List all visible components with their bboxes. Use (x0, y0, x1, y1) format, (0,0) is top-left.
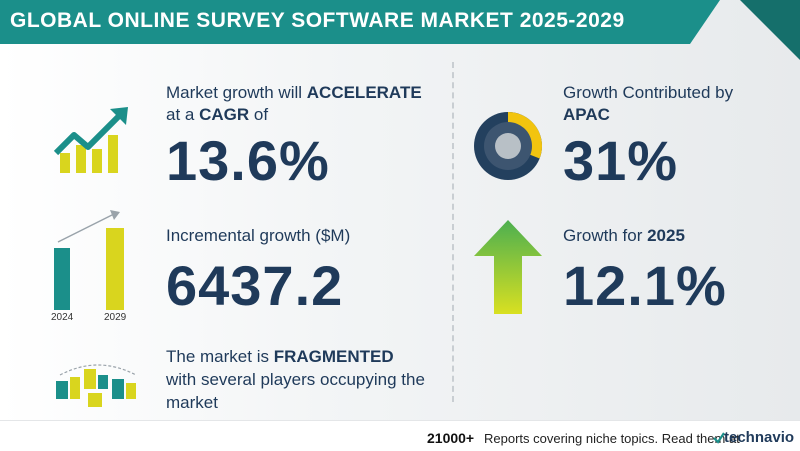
cagr-value: 13.6% (166, 129, 330, 192)
market-line-2: with several players occupying the (166, 370, 425, 389)
incremental-value: 6437.2 (166, 254, 344, 317)
cagr-line-2: at a CAGR of (166, 104, 268, 126)
technavio-check-icon (713, 432, 725, 444)
title-banner (0, 0, 690, 44)
fragmented-market-icon (56, 364, 137, 407)
cagr-line-1: Market growth will ACCELERATE (166, 82, 422, 104)
page-title: GLOBAL ONLINE SURVEY SOFTWARE MARKET 202… (10, 9, 625, 32)
footer-bar (0, 420, 800, 451)
cagr-label: CAGR (199, 105, 250, 124)
yoy-value: 12.1% (563, 254, 727, 317)
column-divider (452, 62, 454, 402)
yoy-year: 2025 (647, 226, 685, 245)
footer-report-count: 21000+ (427, 430, 475, 446)
market-line-1: The market is FRAGMENTED (166, 346, 394, 368)
region-value: 31% (563, 129, 679, 192)
region-donut-icon (474, 112, 542, 180)
cagr-line-2-suffix: of (249, 105, 269, 124)
region-label: Growth Contributed by (563, 83, 734, 102)
technavio-link[interactable]: technavio (724, 429, 794, 446)
yoy-label: Growth for 2025 (563, 225, 685, 247)
yoy-label-text: Growth for (563, 226, 648, 245)
cagr-accelerate-label: ACCELERATE (306, 83, 422, 102)
year-start-label: 2024 (51, 312, 74, 323)
technavio-brand-text: technavio (724, 429, 795, 446)
market-fragmented-label: FRAGMENTED (273, 347, 394, 366)
incremental-label: Incremental growth ($M) (166, 226, 351, 245)
market-line-3: market (166, 393, 218, 412)
up-arrow-icon (474, 220, 542, 314)
growth-chart-icon (53, 107, 128, 173)
market-line-1-text: The market is (166, 347, 274, 366)
cagr-line-2-text: at a (166, 105, 200, 124)
footer-text: Reports covering niche topics. Read them… (484, 431, 740, 446)
corner-accent (740, 0, 800, 60)
cagr-line-1-text: Market growth will (166, 83, 307, 102)
year-end-label: 2029 (104, 312, 127, 323)
region-name: APAC (563, 105, 610, 124)
title-banner-tip (690, 0, 720, 44)
incremental-growth-bars-icon (54, 210, 124, 310)
